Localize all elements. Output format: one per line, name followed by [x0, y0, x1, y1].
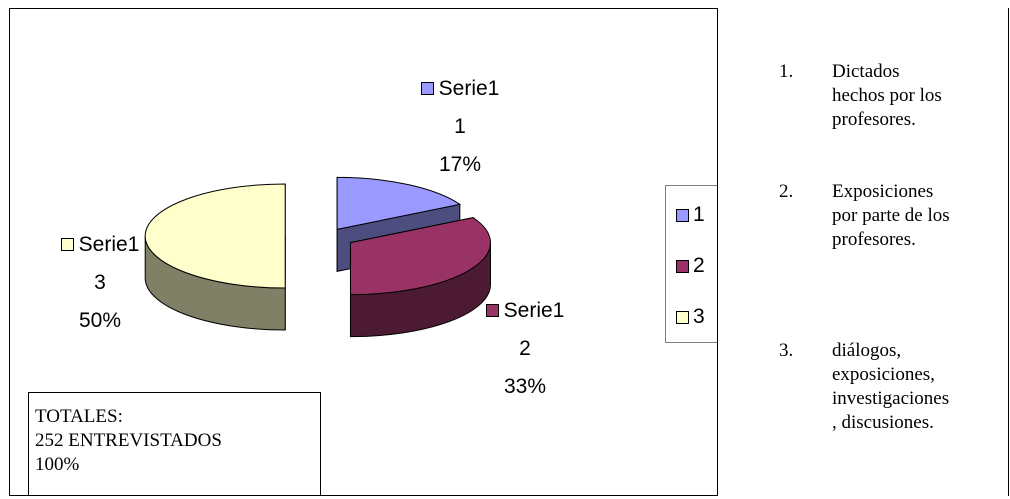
totals-percent: 100%: [35, 454, 80, 475]
chart-legend: 1 2 3: [665, 185, 717, 343]
note-line: hechos por los: [832, 85, 942, 106]
note-number-3: 3.: [779, 340, 794, 361]
note-line: por parte de los: [832, 205, 950, 226]
pie-slice-2-top: [349, 217, 491, 296]
data-label-point-name-2: 2: [519, 337, 531, 360]
data-label-point-3: Serie1 3 50%: [35, 226, 165, 340]
legend-swatch-1: [676, 208, 689, 222]
note-line: profesores.: [832, 229, 916, 250]
pie-slice-2: [349, 216, 491, 338]
pie-slice-1-top: [336, 176, 462, 230]
note-line: , discusiones.: [832, 412, 934, 433]
note-line: diálogos,: [832, 340, 902, 361]
notes-panel: [717, 8, 1009, 496]
data-label-swatch-2: [485, 304, 499, 317]
pie-slice-3-top: [144, 183, 286, 289]
totals-box: TOTALES: 252 ENTREVISTADOS 100%: [28, 392, 321, 496]
legend-item-1: 1: [676, 203, 705, 227]
totals-count: 252 ENTREVISTADOS: [35, 430, 222, 451]
note-line: Dictados: [832, 61, 900, 82]
note-number-2: 2.: [779, 181, 794, 202]
legend-label-2: 2: [693, 254, 705, 277]
data-label-series-3: Serie1: [78, 233, 140, 256]
data-label-series-2: Serie1: [503, 299, 565, 322]
legend-item-3: 3: [676, 305, 705, 329]
note-line: Exposiciones: [832, 181, 934, 202]
legend-label-3: 3: [693, 305, 705, 328]
data-label-percent-3: 50%: [78, 309, 122, 332]
data-label-swatch-3: [60, 238, 74, 251]
data-label-point-name-3: 3: [94, 271, 106, 294]
data-label-point-1: Serie1 1 17%: [395, 70, 525, 184]
data-label-series-1: Serie1: [438, 77, 500, 100]
data-label-percent-1: 17%: [438, 153, 482, 176]
note-line: profesores.: [832, 109, 916, 130]
legend-item-2: 2: [676, 254, 705, 278]
totals-heading: TOTALES:: [35, 406, 123, 427]
note-line: investigaciones: [832, 388, 950, 409]
note-number-1: 1.: [779, 61, 794, 82]
legend-label-1: 1: [693, 203, 705, 226]
data-label-point-2: Serie1 2 33%: [460, 292, 590, 406]
data-label-percent-2: 33%: [503, 375, 547, 398]
data-label-swatch-1: [420, 82, 434, 95]
pie-slice-3: [144, 183, 286, 331]
legend-swatch-2: [676, 259, 689, 273]
note-line: exposiciones,: [832, 364, 935, 385]
data-label-point-name-1: 1: [454, 115, 466, 138]
legend-swatch-3: [676, 310, 689, 324]
